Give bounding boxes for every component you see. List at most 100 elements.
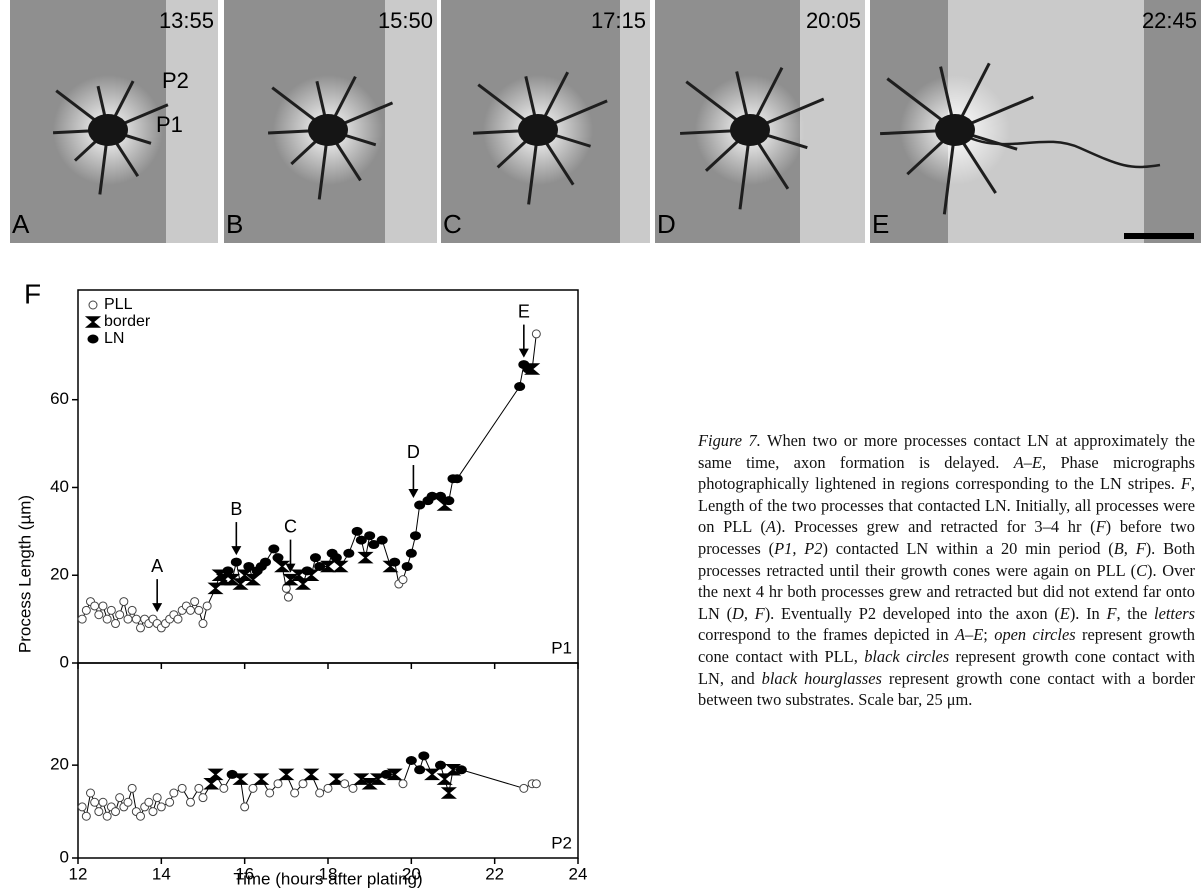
x-tick-label: 14 — [152, 864, 171, 883]
legend-marker — [87, 334, 99, 344]
data-point — [418, 751, 430, 761]
y-axis-label: Process Length (µm) — [15, 495, 34, 653]
data-point — [198, 793, 208, 803]
micrograph: E 22:45 — [870, 0, 1201, 243]
data-point — [410, 531, 421, 541]
data-point — [173, 614, 183, 624]
caption-run: D, F — [732, 603, 765, 623]
data-point — [219, 783, 229, 793]
data-point — [260, 557, 271, 567]
data-point — [111, 807, 120, 817]
arrow-head — [285, 563, 296, 573]
plot-frame — [77, 662, 579, 859]
data-point — [298, 779, 308, 789]
data-point — [131, 614, 141, 624]
data-point — [123, 614, 133, 624]
caption-run: black circles — [864, 646, 950, 666]
timestamp: 20:05 — [806, 8, 861, 33]
data-point — [315, 788, 325, 798]
data-point — [81, 605, 91, 615]
micrograph: A 13:55 P2 P1 — [10, 0, 218, 243]
data-point — [224, 573, 241, 586]
data-point — [165, 797, 175, 807]
data-point — [405, 756, 417, 765]
data-point — [102, 811, 112, 821]
data-point — [111, 619, 120, 629]
data-point — [435, 760, 446, 770]
data-point — [443, 496, 455, 506]
data-point — [222, 566, 234, 576]
micrograph: C 17:15 — [441, 0, 650, 243]
caption-run: A–E — [1013, 452, 1042, 472]
data-point — [368, 540, 380, 550]
data-point — [232, 773, 249, 785]
panel-letter: C — [443, 209, 462, 239]
data-point — [323, 783, 333, 793]
data-point — [152, 793, 162, 803]
caption-run: B, F — [1113, 538, 1146, 558]
panel-letter: A — [12, 209, 30, 239]
soma — [308, 114, 348, 146]
arrow-head — [408, 489, 419, 499]
caption-run: When two or more processes contact LN at… — [698, 431, 1195, 472]
data-point — [115, 793, 125, 803]
data-point — [376, 535, 388, 545]
data-point — [127, 783, 137, 793]
data-point — [77, 614, 87, 624]
data-point — [194, 605, 204, 615]
ln-stripe — [166, 0, 218, 243]
scale-bar — [1124, 233, 1194, 239]
caption-run: Figure 7. — [698, 431, 761, 450]
data-point — [353, 773, 370, 785]
x-tick-label: 20 — [402, 864, 421, 883]
arrow-head — [231, 546, 242, 556]
annotation-label: B — [230, 499, 242, 519]
timestamp: 22:45 — [1142, 8, 1197, 33]
data-point — [177, 783, 187, 793]
data-point — [265, 788, 275, 798]
x-tick-label: 18 — [319, 864, 338, 883]
caption-run: represent growth cone contact with LN, a… — [698, 646, 1195, 688]
data-point — [136, 811, 145, 821]
data-point — [156, 802, 166, 812]
panel-letter: B — [226, 209, 243, 239]
process-label: P2 — [162, 68, 189, 93]
caption-run: letters — [1154, 603, 1196, 623]
legend-marker — [88, 300, 98, 310]
legend-label: PLL — [104, 296, 133, 313]
legend-marker — [84, 316, 102, 328]
data-point — [440, 787, 457, 799]
data-point — [281, 583, 291, 593]
data-point — [274, 560, 291, 573]
data-point — [380, 769, 392, 779]
data-point — [444, 764, 462, 776]
plot-frame — [77, 289, 579, 664]
caption-run: F — [1095, 517, 1106, 537]
caption-run: F — [1106, 603, 1117, 623]
soma — [730, 114, 770, 146]
caption-run: black hourglasses — [761, 668, 882, 688]
caption-run: A–E — [955, 625, 984, 645]
data-point — [519, 783, 529, 793]
panel-letter: E — [872, 209, 889, 239]
caption-run: , Phase micrographs photographically lig… — [698, 452, 1195, 494]
data-point — [310, 553, 321, 563]
data-point — [98, 797, 108, 807]
data-point — [398, 575, 408, 585]
subplot-label: P2 — [551, 833, 572, 852]
caption-run: ). Processes grew and retracted for 3–4 … — [775, 517, 1096, 537]
caption-run: ) contacted LN within a 20 min period ( — [822, 538, 1114, 558]
caption-run: ) before two processes ( — [698, 517, 1195, 558]
caption-run: F — [1180, 474, 1191, 494]
data-point — [398, 779, 408, 789]
data-point — [144, 797, 154, 807]
data-point — [524, 363, 541, 375]
caption-run: represent growth cone contact with PLL, — [698, 625, 1195, 666]
arrow-head — [152, 603, 163, 613]
data-point — [531, 329, 541, 339]
data-point — [230, 557, 242, 567]
annotation-label: A — [151, 556, 163, 576]
data-point — [283, 592, 293, 602]
data-point — [203, 777, 220, 790]
data-line — [81, 333, 537, 630]
